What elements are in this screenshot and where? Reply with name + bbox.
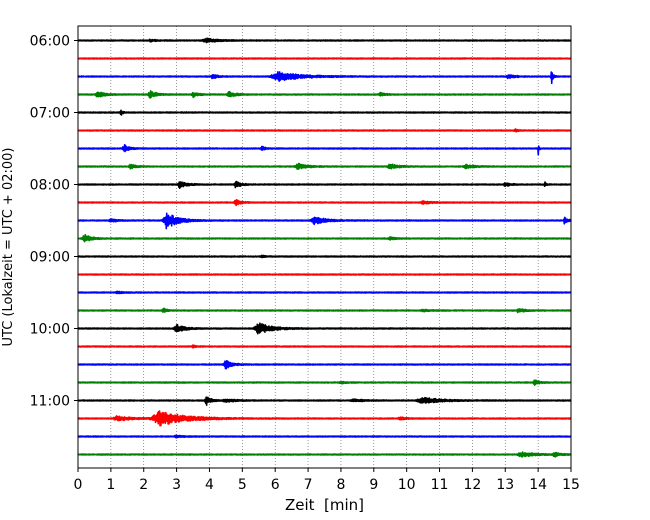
x-tick-label: 4 — [205, 477, 214, 493]
trace-0830 — [77, 212, 572, 230]
trace-1045 — [77, 379, 572, 386]
trace-0815 — [77, 199, 572, 207]
x-tick-label: 1 — [106, 477, 115, 493]
y-tick-label: 07:00 — [30, 106, 70, 122]
x-tick-label: 0 — [74, 477, 83, 493]
x-tick-label: 8 — [336, 477, 345, 493]
trace-0715 — [77, 128, 572, 133]
trace-1100 — [77, 396, 572, 406]
x-tick-label: 3 — [172, 477, 181, 493]
seismogram-traces — [77, 37, 572, 458]
trace-0845 — [77, 233, 572, 243]
trace-0700 — [77, 109, 572, 116]
y-tick-label: 06:00 — [30, 34, 70, 50]
y-tick-label: 10:00 — [30, 322, 70, 338]
x-tick-label: 13 — [496, 477, 514, 493]
trace-0600 — [77, 37, 572, 44]
x-tick-label: 11 — [431, 477, 449, 493]
trace-0930 — [77, 290, 572, 295]
trace-0900 — [77, 254, 572, 259]
trace-0645 — [77, 90, 572, 99]
x-tick-label: 10 — [398, 477, 416, 493]
x-tick-label: 6 — [271, 477, 280, 493]
y-axis-title: UTC (Lokalzeit = UTC + 02:00) — [1, 148, 16, 347]
x-tick-label: 12 — [463, 477, 481, 493]
x-tick-label: 9 — [369, 477, 378, 493]
y-tick-label: 08:00 — [30, 178, 70, 194]
x-tick-label: 15 — [562, 477, 580, 493]
trace-0615 — [77, 57, 572, 60]
x-tick-label: 5 — [238, 477, 247, 493]
x-axis-title: Zeit [min] — [285, 496, 364, 514]
x-axis: 0 1 2 3 4 5 6 7 8 9 10 11 12 13 14 15 — [74, 468, 580, 493]
trace-0630 — [77, 71, 572, 85]
trace-1030 — [77, 360, 572, 370]
trace-0800 — [77, 180, 572, 190]
trace-1115 — [77, 410, 572, 427]
x-tick-label: 7 — [304, 477, 313, 493]
trace-1015 — [77, 344, 572, 349]
trace-0745 — [77, 162, 572, 170]
trace-1130 — [77, 434, 572, 439]
y-axis: 06:00 07:00 08:00 09:00 10:00 11:00 — [30, 34, 78, 410]
x-tick-label: 14 — [529, 477, 547, 493]
y-tick-label: 11:00 — [30, 394, 70, 410]
trace-0945 — [77, 307, 572, 314]
y-tick-label: 09:00 — [30, 250, 70, 266]
trace-1000 — [77, 322, 572, 335]
plot-frame — [77, 25, 572, 469]
trace-1145 — [77, 451, 572, 458]
trace-0915 — [77, 273, 572, 276]
x-tick-label: 2 — [139, 477, 148, 493]
trace-0730 — [77, 144, 572, 156]
